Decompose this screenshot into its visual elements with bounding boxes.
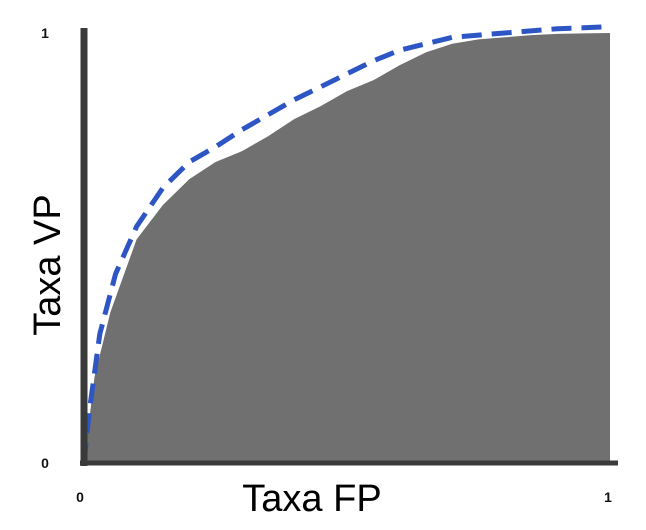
y-axis-label: Taxa VP (27, 194, 69, 336)
y-tick-label-bottom: 0 (41, 455, 49, 471)
x-tick-label-right: 1 (604, 489, 612, 505)
area-fill (84, 33, 610, 463)
x-axis-label: Taxa FP (242, 478, 381, 520)
x-tick-label-left: 0 (76, 489, 84, 505)
dashed-curve (81, 24, 611, 464)
plot-area (81, 24, 611, 464)
y-tick-label-top: 1 (41, 25, 49, 41)
